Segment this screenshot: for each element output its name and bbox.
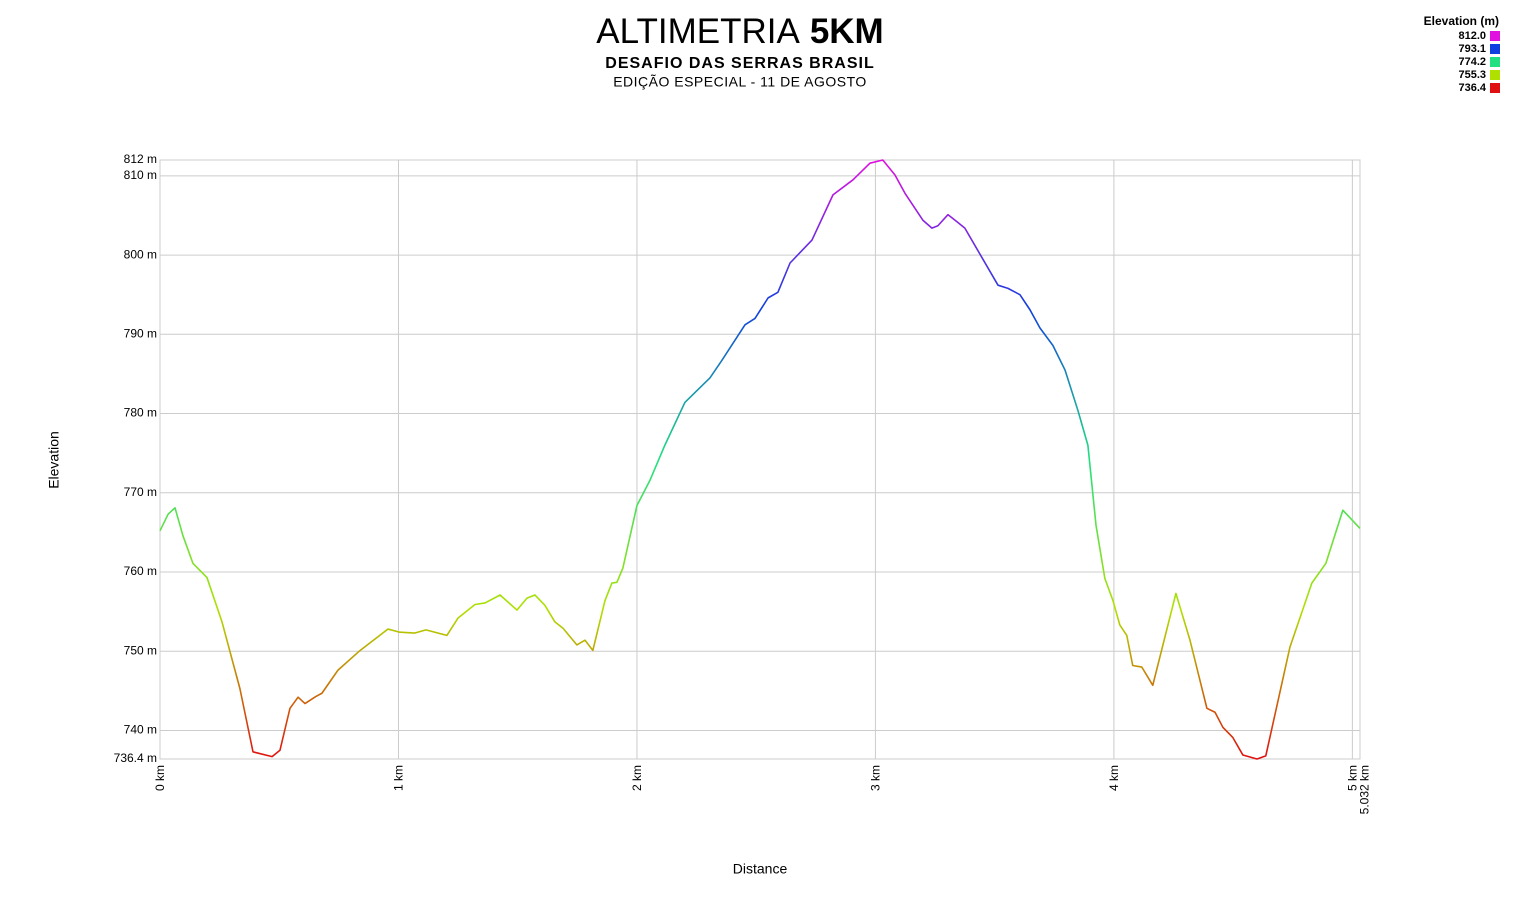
y-tick-label: 750 m	[124, 643, 157, 657]
legend-swatch	[1490, 31, 1500, 41]
legend-label: 793.1	[1458, 43, 1486, 55]
legend-swatch	[1490, 83, 1500, 93]
y-tick-label: 736.4 m	[114, 751, 157, 765]
legend-swatch	[1490, 57, 1500, 67]
elevation-line	[159, 159, 1361, 760]
legend-label: 736.4	[1458, 82, 1486, 94]
legend-title: Elevation (m)	[1424, 14, 1499, 28]
y-axis-label: Elevation	[46, 431, 62, 489]
title-part: ALTIMETRIA	[596, 12, 800, 51]
chart-title: ALTIMETRIA 5KM	[596, 12, 883, 51]
legend-swatch	[1490, 44, 1500, 54]
title-part: 5KM	[810, 12, 884, 51]
legend-swatch	[1490, 70, 1500, 80]
subtitle: DESAFIO DAS SERRAS BRASIL	[605, 55, 874, 72]
x-tick-label: 5.032 km	[1358, 765, 1372, 814]
x-tick-label: 0 km	[153, 765, 167, 791]
x-axis-label: Distance	[733, 861, 788, 877]
y-tick-label: 790 m	[124, 326, 157, 340]
y-tick-label: 812 m	[124, 152, 157, 166]
x-tick-label: 5 km	[1346, 765, 1360, 791]
plot-border	[159, 159, 1361, 760]
caption: EDIÇÃO ESPECIAL - 11 DE AGOSTO	[613, 74, 867, 90]
y-tick-label: 810 m	[124, 168, 157, 182]
y-tick-label: 780 m	[124, 406, 157, 420]
y-tick-label: 760 m	[124, 564, 157, 578]
legend-label: 812.0	[1458, 30, 1486, 42]
x-tick-label: 2 km	[630, 765, 644, 791]
legend-label: 774.2	[1458, 56, 1486, 68]
legend-label: 755.3	[1458, 69, 1486, 81]
x-tick-label: 4 km	[1107, 765, 1121, 791]
y-tick-label: 740 m	[124, 723, 157, 737]
y-tick-label: 770 m	[124, 485, 157, 499]
x-tick-label: 1 km	[392, 765, 406, 791]
y-tick-label: 800 m	[124, 247, 157, 261]
x-tick-label: 3 km	[869, 765, 883, 791]
